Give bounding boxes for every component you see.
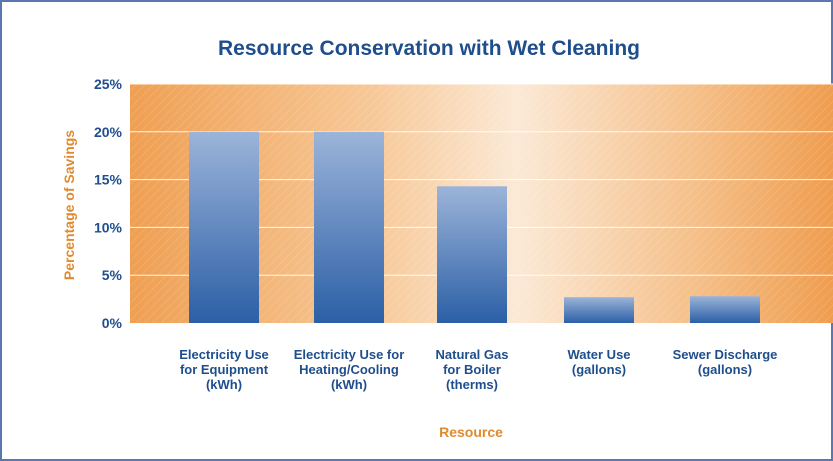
bars [189,131,760,323]
x-axis-labels: Electricity Use for Equipment (kWh) Electri… [179,347,777,392]
x-axis-title: Resource [439,424,503,440]
y-tick-label: 20% [94,124,123,140]
y-tick-label: 0% [102,315,123,331]
x-tick-label: Electricity Use for Equipment (kWh) [179,347,269,392]
y-axis-title: Percentage of Savings [61,130,77,280]
chart-title: Resource Conservation with Wet Cleaning [218,37,640,60]
x-tick-label: Electricity Use for Heating/Cooling (kWh) [294,347,405,392]
y-tick-label: 15% [94,172,123,188]
y-tick-label: 5% [102,267,123,283]
bar [437,186,507,323]
bar [564,297,634,323]
y-axis-ticks: 0% 5% 10% 15% 20% 25% [94,76,123,331]
bar [314,131,384,323]
bar [189,131,259,323]
x-tick-label: Water Use (gallons) [567,347,630,377]
x-tick-label: Natural Gas for Boiler (therms) [436,347,509,392]
y-tick-label: 10% [94,219,123,235]
bar [690,296,760,323]
y-tick-label: 25% [94,76,123,92]
x-tick-label: Sewer Discharge (gallons) [673,347,778,377]
